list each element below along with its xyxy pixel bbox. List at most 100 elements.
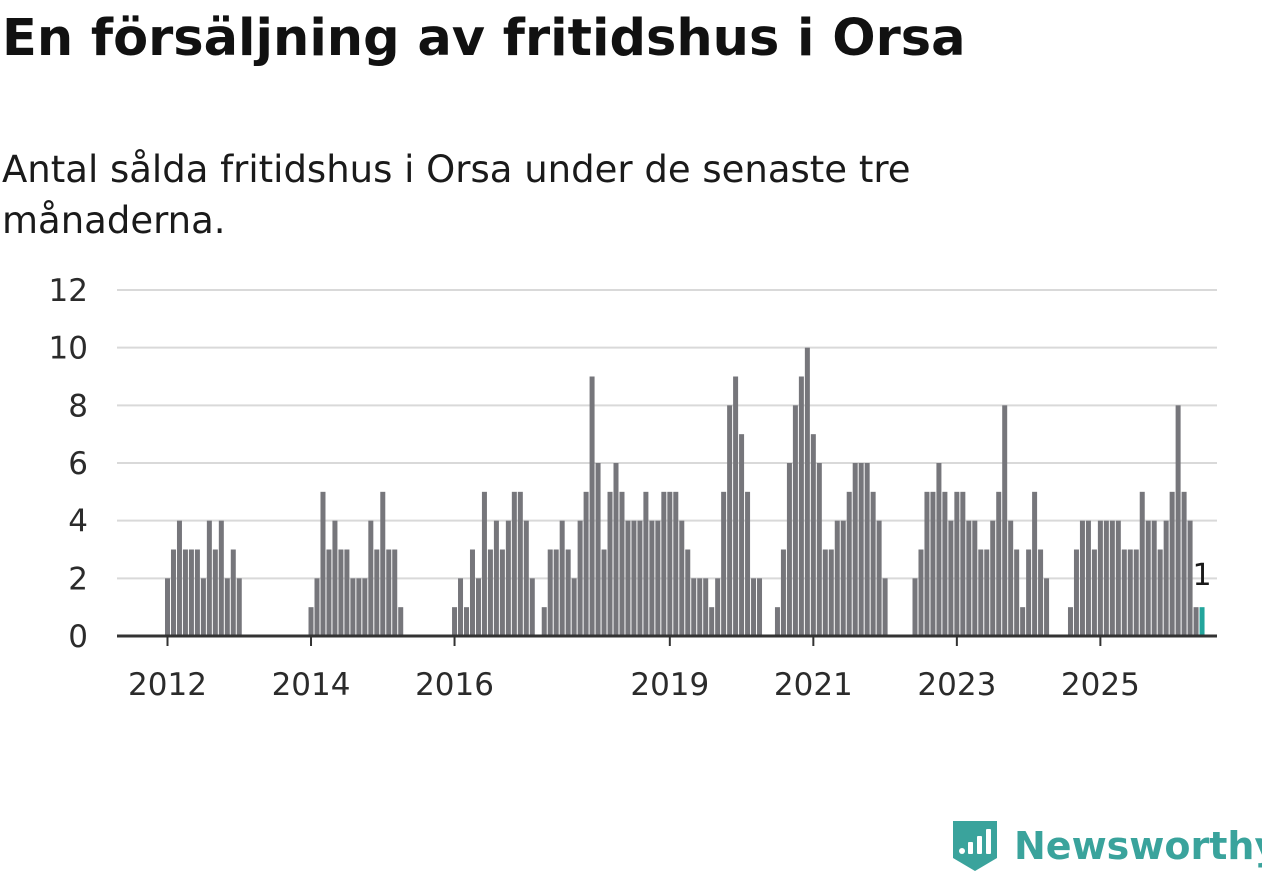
bar <box>990 520 996 636</box>
x-tick-label: 2021 <box>774 667 853 703</box>
bar <box>703 578 709 636</box>
bar <box>828 549 834 636</box>
bar <box>1008 520 1014 636</box>
bar <box>206 520 212 636</box>
y-tick-label: 12 <box>49 273 88 309</box>
bar <box>481 491 487 636</box>
bar <box>840 520 846 636</box>
bar <box>553 549 559 636</box>
bar <box>721 491 727 636</box>
bar <box>374 549 380 636</box>
y-tick-label: 10 <box>49 331 88 367</box>
bar <box>326 549 332 636</box>
bar <box>942 491 948 636</box>
bar <box>613 463 619 636</box>
bar <box>308 607 314 636</box>
bar <box>218 520 224 636</box>
bar <box>1073 549 1079 636</box>
bar <box>541 607 547 636</box>
bar-chart: 0 2 4 6 8 10 12 2012 2014 2016 2019 2021 2023 2025 1 <box>49 273 1217 703</box>
bar <box>643 491 649 636</box>
bar <box>1109 520 1115 636</box>
newsworthy-logo-icon <box>953 821 997 871</box>
bar <box>852 463 858 636</box>
bar <box>960 491 966 636</box>
chart-title: En försäljning av fritidshus i Orsa <box>2 9 966 68</box>
y-tick-label: 2 <box>68 561 88 597</box>
bar <box>380 491 386 636</box>
bar <box>810 434 816 636</box>
bar <box>727 405 733 636</box>
bar <box>344 549 350 636</box>
bar <box>1038 549 1044 636</box>
bar <box>930 491 936 636</box>
bars <box>165 347 1205 636</box>
bar <box>368 520 374 636</box>
bar <box>200 578 206 636</box>
bar <box>780 549 786 636</box>
bar <box>948 520 954 636</box>
bar <box>1139 491 1145 636</box>
bar <box>165 578 170 636</box>
bar <box>798 376 804 636</box>
bar <box>667 491 673 636</box>
bar <box>876 520 882 636</box>
y-tick-label: 4 <box>68 504 88 540</box>
bar <box>733 376 739 636</box>
bar <box>858 463 864 636</box>
bar <box>739 434 745 636</box>
bar <box>559 520 565 636</box>
bar <box>1097 520 1103 636</box>
bar <box>1091 549 1097 636</box>
bar <box>864 463 870 636</box>
bar <box>834 520 840 636</box>
newsworthy-logo-text: Newsworthy <box>1014 824 1262 868</box>
bar <box>1193 607 1199 636</box>
bar <box>661 491 667 636</box>
bar <box>637 520 643 636</box>
bar <box>972 520 978 636</box>
bar <box>1181 491 1187 636</box>
bar <box>314 578 320 636</box>
bar <box>547 549 553 636</box>
bar <box>1175 405 1181 636</box>
y-tick-label: 0 <box>68 619 88 655</box>
x-tick-label: 2016 <box>415 667 494 703</box>
bar <box>846 491 852 636</box>
bar <box>565 549 571 636</box>
bar <box>912 578 918 636</box>
bar <box>386 549 392 636</box>
bar <box>487 549 493 636</box>
bar <box>320 491 326 636</box>
bar <box>493 520 499 636</box>
bar <box>170 549 176 636</box>
bar <box>774 607 780 636</box>
bar <box>816 463 822 636</box>
x-tick-label: 2025 <box>1061 667 1140 703</box>
bar <box>1169 491 1175 636</box>
bar <box>452 607 458 636</box>
chart-subtitle: Antal sålda fritidshus i Orsa under de s… <box>2 148 911 242</box>
x-tick-label: 2012 <box>128 667 207 703</box>
bar <box>679 520 685 636</box>
bar <box>966 520 972 636</box>
bar <box>631 520 637 636</box>
bar <box>607 491 613 636</box>
bar <box>870 491 876 636</box>
y-tick-label: 6 <box>68 446 88 482</box>
bar <box>715 578 721 636</box>
bar <box>338 549 344 636</box>
bar <box>1133 549 1139 636</box>
bar <box>691 578 697 636</box>
bar <box>918 549 924 636</box>
bar <box>1187 520 1193 636</box>
bar <box>356 578 362 636</box>
bar <box>571 578 577 636</box>
bar <box>1151 520 1157 636</box>
bar <box>822 549 828 636</box>
bar <box>224 578 230 636</box>
bar <box>685 549 691 636</box>
bar <box>517 491 523 636</box>
bar <box>236 578 242 636</box>
newsworthy-logo: Newsworthy <box>950 818 1262 874</box>
